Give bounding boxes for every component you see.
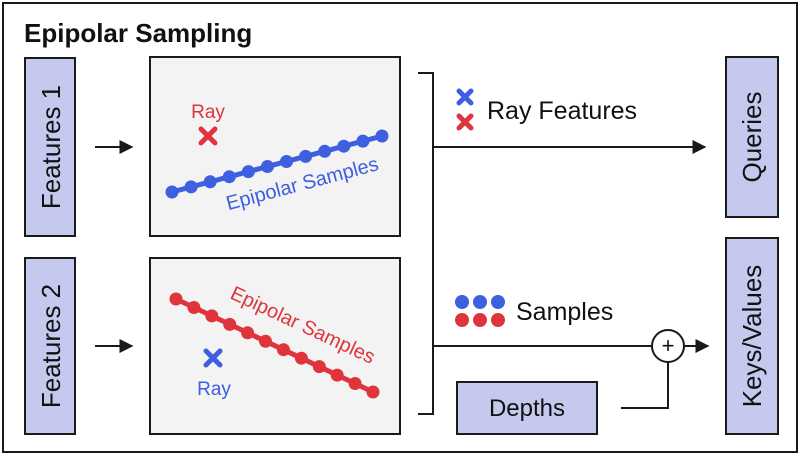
panel-1-sample-dot — [337, 139, 351, 153]
panel-2-sample-dots — [169, 292, 380, 399]
features-1-label: Features 1 — [36, 85, 66, 209]
panel-1-sample-dot — [375, 129, 389, 143]
merge-bracket — [418, 72, 434, 415]
ray-features-legend-icon — [456, 88, 474, 131]
panel-1-sample-dot — [280, 155, 293, 168]
features-1-box: Features 1 — [24, 57, 76, 237]
panel-1-sample-dot — [165, 185, 179, 199]
samples-legend-icon — [455, 295, 505, 327]
panel-2-sample-dot — [205, 309, 219, 323]
panel-2-sample-dot — [277, 343, 290, 357]
panel-2-ray-cross-blue — [203, 348, 223, 368]
panel-2-sample-dot — [169, 292, 183, 306]
panel-1-sample-dot — [318, 144, 332, 158]
panel-1-sample-dot — [356, 134, 370, 148]
keys-values-label: Keys/Values — [737, 265, 767, 408]
panel-2-sample-dot — [187, 301, 201, 314]
panel-1-ray-cross-red — [198, 126, 218, 146]
panel-2-ray-label: Ray — [197, 379, 231, 400]
panel-2-sample-dot — [241, 326, 255, 340]
panel-2-sample-dot — [259, 334, 272, 348]
samples-label: Samples — [516, 298, 613, 326]
depths-label: Depths — [489, 395, 565, 422]
panel-2: Epipolar Samples Ray — [149, 257, 401, 435]
panel-1-sample-dot — [222, 170, 236, 184]
panel-2-sample-dot — [348, 377, 362, 390]
ray-features-label: Ray Features — [487, 97, 637, 125]
panel-1-sample-dot — [261, 160, 274, 173]
depths-box: Depths — [456, 381, 598, 435]
queries-box: Queries — [725, 56, 779, 218]
diagram-title: Epipolar Sampling — [24, 18, 252, 48]
panel-2-sample-dot — [312, 360, 326, 374]
plus-circle-icon: + — [651, 329, 685, 363]
panel-2-sample-dot — [330, 368, 344, 382]
panel-1-ray-label: Ray — [191, 102, 225, 123]
panel-2-sample-dot — [366, 385, 380, 399]
panel-1-sample-dot — [203, 175, 217, 189]
panel-2-sample-dot — [294, 351, 308, 365]
depths-connector — [621, 362, 669, 409]
queries-label: Queries — [737, 91, 767, 182]
panel-1-sample-dots — [165, 129, 389, 199]
features-2-box: Features 2 — [24, 257, 76, 435]
panel-1-sample-dot — [299, 149, 313, 163]
panel-1-sample-dot — [241, 165, 255, 179]
features-2-label: Features 2 — [36, 284, 66, 408]
plus-symbol: + — [662, 333, 675, 358]
panel-1: Ray Epipolar Samples — [149, 56, 401, 237]
panel-2-sample-dot — [223, 317, 237, 331]
keys-values-box: Keys/Values — [725, 237, 779, 435]
panel-1-sample-dot — [184, 180, 198, 194]
